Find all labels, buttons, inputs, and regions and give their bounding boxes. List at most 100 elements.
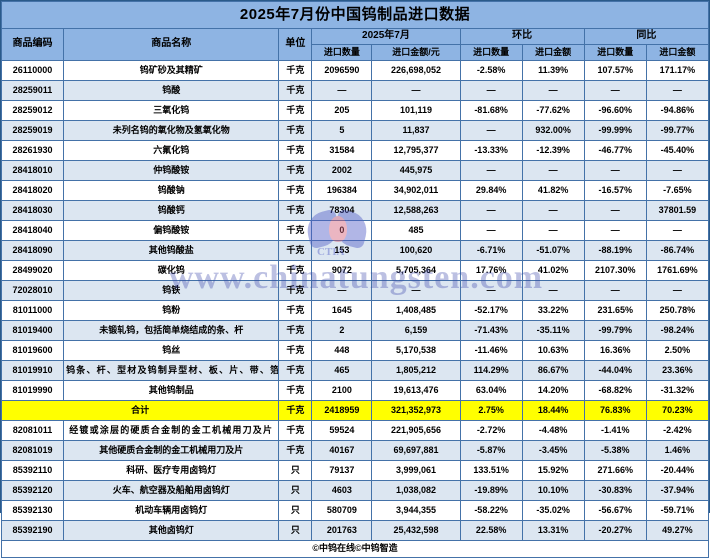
cell-mom-qty: —	[459, 200, 523, 221]
table-row: 82081011 经镀或涂层的硬质合金制的金工机械用刀及片 千克 59524 221,9…	[0, 420, 710, 441]
cell-yoy-qty: -16.57%	[583, 180, 647, 201]
cell-month-qty: 0	[311, 220, 373, 241]
cell-month-amt: —	[371, 280, 461, 301]
cell-mom-amt: -51.07%	[521, 240, 585, 261]
cell-mom-amt: 33.22%	[521, 300, 585, 321]
column-header-month-qty: 进口数量	[311, 44, 373, 61]
cell-yoy-amt: -7.65%	[645, 180, 710, 201]
cell-product-name: 钨矿砂及其精矿	[63, 60, 280, 81]
cell-yoy-amt: 171.17%	[645, 60, 710, 81]
cell-unit: 千克	[278, 320, 313, 341]
table-row: 81019600 钨丝 千克 448 5,170,538 -11.46% 10.63% 16.…	[0, 340, 710, 361]
cell-month-amt: 101,119	[371, 100, 461, 121]
cell-product-code: 28418010	[0, 160, 65, 181]
cell-mom-qty: -19.89%	[459, 480, 523, 501]
cell-yoy-amt: -45.40%	[645, 140, 710, 161]
cell-unit: 千克	[278, 220, 313, 241]
cell-month-qty: 4603	[311, 480, 373, 501]
footer-row: ©中钨在线©中钨智造	[1, 540, 709, 558]
copyright-note: ©中钨在线©中钨智造	[1, 540, 709, 558]
cell-month-qty: 580709	[311, 500, 373, 521]
cell-month-qty: 2100	[311, 380, 373, 401]
table-row: 85392110 科研、医疗专用卤钨灯只 79137 3,999,061 133.51%…	[0, 460, 710, 481]
cell-unit: 只	[278, 520, 313, 541]
cell-mom-qty: —	[459, 120, 523, 141]
cell-product-name: 钨粉	[63, 300, 280, 321]
cell-yoy-qty: —	[583, 220, 647, 241]
cell-product-name: 其他卤钨灯	[63, 520, 280, 541]
cell-unit: 只	[278, 460, 313, 481]
cell-mom-qty: 63.04%	[459, 380, 523, 401]
cell-month-qty: 31584	[311, 140, 373, 161]
cell-yoy-amt: 1.46%	[645, 440, 710, 461]
cell-month-qty: 9072	[311, 260, 373, 281]
cell-month-qty: 2096590	[311, 60, 373, 81]
cell-product-code: 28259012	[0, 100, 65, 121]
cell-yoy-qty: -68.82%	[583, 380, 647, 401]
cell-mom-qty: 2.75%	[459, 400, 523, 421]
cell-yoy-qty: -5.38%	[583, 440, 647, 461]
cell-mom-amt: 18.44%	[521, 400, 585, 421]
cell-month-amt: 1,038,082	[371, 480, 461, 501]
cell-product-code: 28418040	[0, 220, 65, 241]
cell-product-name: 其他硬质合金制的金工机械用刀及片	[63, 440, 280, 461]
title-row: 2025年7月份中国钨制品进口数据	[1, 1, 709, 29]
cell-month-amt: 19,613,476	[371, 380, 461, 401]
cell-mom-qty: -6.71%	[459, 240, 523, 261]
column-group-mom: 环比	[459, 28, 585, 45]
cell-mom-qty: 17.76%	[459, 260, 523, 281]
column-header-name: 商品名称	[63, 28, 280, 61]
cell-mom-qty: -81.68%	[459, 100, 523, 121]
table-footer: ©中钨在线©中钨智造	[1, 540, 709, 558]
cell-product-name: 科研、医疗专用卤钨灯	[63, 460, 280, 481]
cell-unit: 千克	[278, 260, 313, 281]
cell-month-amt: 3,999,061	[371, 460, 461, 481]
cell-unit: 千克	[278, 300, 313, 321]
cell-product-code: 28499020	[0, 260, 65, 281]
cell-yoy-amt: -99.77%	[645, 120, 710, 141]
cell-month-qty: 201763	[311, 520, 373, 541]
cell-unit: 千克	[278, 60, 313, 81]
cell-unit: 只	[278, 480, 313, 501]
cell-product-name: 钨酸	[63, 80, 280, 101]
cell-product-code: 81011000	[0, 300, 65, 321]
cell-yoy-amt: 49.27%	[645, 520, 710, 541]
cell-yoy-qty: -30.83%	[583, 480, 647, 501]
cell-mom-amt: 41.02%	[521, 260, 585, 281]
cell-month-amt: 100,620	[371, 240, 461, 261]
cell-yoy-qty: -20.27%	[583, 520, 647, 541]
column-header-month-amt: 进口金额/元	[371, 44, 461, 61]
table-row: 81011000 钨粉 千克 1645 1,408,485 -52.17% 33.22% 23…	[0, 300, 710, 321]
cell-yoy-amt: 1761.69%	[645, 260, 710, 281]
cell-mom-amt: 13.31%	[521, 520, 585, 541]
cell-unit: 千克	[278, 340, 313, 361]
cell-product-name: 钨条、杆、型材及钨制异型材、板、片、带、箔	[63, 360, 280, 381]
table-row: 28261930 六氟化钨 千克 31584 12,795,377 -13.33% -12.…	[0, 140, 710, 161]
cell-product-name: 机动车辆用卤钨灯	[63, 500, 280, 521]
cell-mom-amt: 10.63%	[521, 340, 585, 361]
cell-yoy-qty: -46.77%	[583, 140, 647, 161]
cell-month-amt: 11,837	[371, 120, 461, 141]
cell-yoy-qty: 76.83%	[583, 400, 647, 421]
cell-yoy-amt: -37.94%	[645, 480, 710, 501]
cell-product-code: 81019600	[0, 340, 65, 361]
cell-mom-amt: —	[521, 200, 585, 221]
cell-product-code: 81019990	[0, 380, 65, 401]
table-row: 28418020 钨酸钠 千克 196384 34,902,011 29.84% 41.82…	[0, 180, 710, 201]
cell-yoy-qty: 271.66%	[583, 460, 647, 481]
column-header-yoy-amt: 进口金额	[645, 44, 710, 61]
cell-yoy-amt: -59.71%	[645, 500, 710, 521]
cell-month-qty: 2002	[311, 160, 373, 181]
cell-month-qty: 79137	[311, 460, 373, 481]
cell-month-amt: 6,159	[371, 320, 461, 341]
cell-month-qty: 78304	[311, 200, 373, 221]
cell-unit: 千克	[278, 200, 313, 221]
cell-product-code: 85392120	[0, 480, 65, 501]
cell-yoy-qty: —	[583, 280, 647, 301]
cell-yoy-amt: -86.74%	[645, 240, 710, 261]
cell-product-code: 28261930	[0, 140, 65, 161]
cell-mom-amt: -3.45%	[521, 440, 585, 461]
cell-month-qty: 1645	[311, 300, 373, 321]
cell-yoy-amt: 2.50%	[645, 340, 710, 361]
cell-mom-qty: -11.46%	[459, 340, 523, 361]
